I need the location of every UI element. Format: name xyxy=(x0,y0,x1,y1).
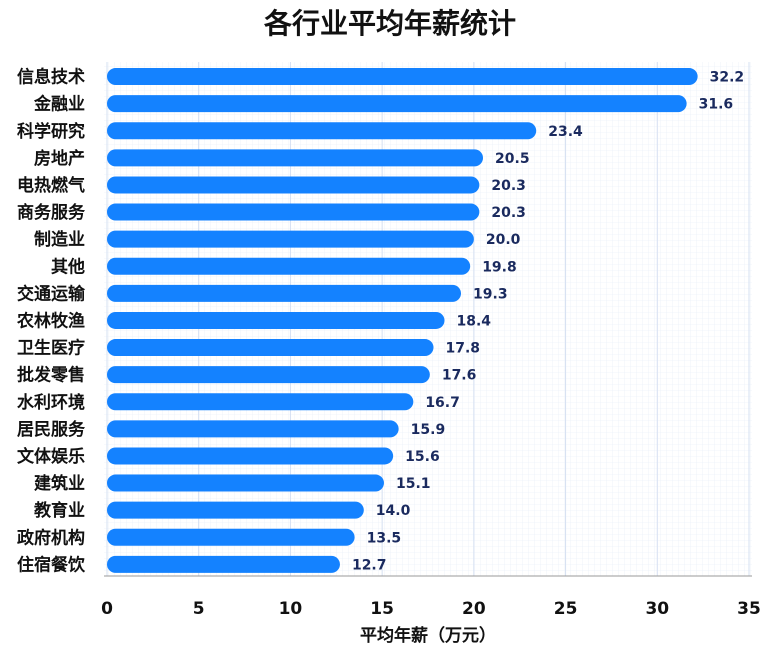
category-label: 建筑业 xyxy=(34,473,85,494)
category-label: 政府机构 xyxy=(17,527,85,548)
x-axis-label: 平均年薪（万元） xyxy=(360,625,496,646)
x-tick-label: 25 xyxy=(554,599,578,619)
bar xyxy=(107,311,445,329)
category-labels: 信息技术金融业科学研究房地产电热燃气商务服务制造业其他交通运输农林牧渔卫生医疗批… xyxy=(16,67,86,576)
bar xyxy=(107,366,430,384)
bar xyxy=(107,230,474,248)
x-tick-label: 20 xyxy=(462,599,486,619)
bar xyxy=(107,257,471,275)
value-label: 19.8 xyxy=(482,259,517,275)
value-label: 20.3 xyxy=(491,205,526,221)
category-label: 金融业 xyxy=(33,94,85,115)
value-label: 17.6 xyxy=(442,368,477,384)
category-label: 卫生医疗 xyxy=(17,338,85,359)
bar xyxy=(107,339,434,357)
category-label: 制造业 xyxy=(34,229,85,250)
category-label: 农林牧渔 xyxy=(16,310,85,331)
value-label: 20.3 xyxy=(491,178,526,194)
category-label: 批发零售 xyxy=(17,365,85,386)
value-label: 16.7 xyxy=(425,395,460,411)
category-label: 交通运输 xyxy=(17,283,86,304)
category-label: 水利环境 xyxy=(17,392,85,413)
value-label: 12.7 xyxy=(352,557,387,573)
x-tick-label: 10 xyxy=(279,599,303,619)
bar xyxy=(107,203,480,221)
bar xyxy=(107,149,484,167)
value-label: 20.5 xyxy=(495,151,530,167)
bar xyxy=(107,68,698,86)
x-axis-ticks: 0 5 10 15 20 25 30 35 xyxy=(101,599,761,619)
value-label: 13.5 xyxy=(367,530,402,546)
category-label: 教育业 xyxy=(33,500,85,521)
value-label: 20.0 xyxy=(486,232,521,248)
bar xyxy=(107,447,394,465)
x-tick-label: 35 xyxy=(737,599,761,619)
value-label: 23.4 xyxy=(548,124,583,140)
chart-title: 各行业平均年薪统计 xyxy=(263,7,516,40)
category-label: 文体娱乐 xyxy=(17,446,85,467)
x-tick-label: 0 xyxy=(101,599,113,619)
category-label: 居民服务 xyxy=(17,419,86,440)
bar xyxy=(107,555,340,573)
bar xyxy=(107,474,384,492)
bars xyxy=(107,68,698,573)
value-label: 19.3 xyxy=(473,286,508,302)
category-label: 住宿餐饮 xyxy=(17,554,86,575)
bar xyxy=(107,393,414,411)
bar xyxy=(107,501,364,519)
x-tick-label: 15 xyxy=(370,599,394,619)
bar xyxy=(107,95,687,113)
category-label: 商务服务 xyxy=(17,202,86,223)
category-label: 电热燃气 xyxy=(17,175,85,196)
value-label: 14.0 xyxy=(376,503,411,519)
value-label: 32.2 xyxy=(710,70,745,86)
bar xyxy=(107,122,537,140)
value-labels: 32.2 31.6 23.4 20.5 20.3 20.3 20.0 19.8 19.3 18.4… xyxy=(352,70,744,574)
value-label: 15.6 xyxy=(405,449,440,465)
bar xyxy=(107,420,399,438)
value-label: 15.9 xyxy=(411,422,446,438)
value-label: 18.4 xyxy=(457,313,492,329)
category-label: 其他 xyxy=(51,256,85,277)
x-tick-label: 5 xyxy=(193,599,205,619)
value-label: 15.1 xyxy=(396,476,431,492)
value-label: 31.6 xyxy=(699,97,734,113)
bar xyxy=(107,528,355,546)
category-label: 房地产 xyxy=(34,148,85,169)
x-tick-label: 30 xyxy=(645,599,669,619)
category-label: 科学研究 xyxy=(17,121,85,142)
value-label: 17.8 xyxy=(446,341,481,357)
bar xyxy=(107,284,462,302)
bar xyxy=(107,176,480,194)
category-label: 信息技术 xyxy=(17,67,85,88)
